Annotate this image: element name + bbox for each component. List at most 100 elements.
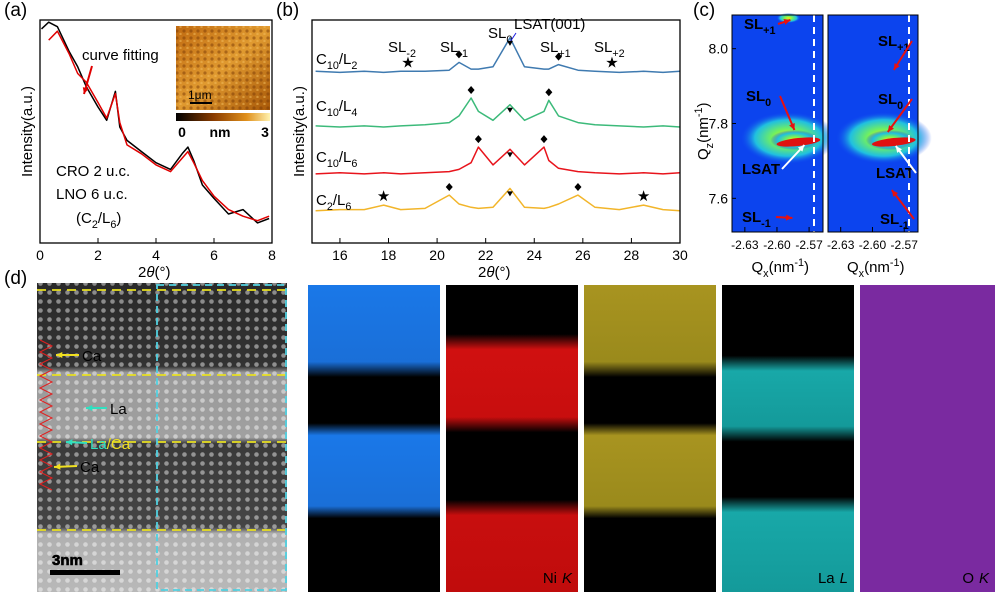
text-part: )	[695, 102, 712, 107]
text-part: +2	[612, 48, 624, 60]
text-part: 10	[327, 107, 339, 119]
colorbar	[176, 113, 270, 121]
peak-marker	[474, 135, 482, 144]
eels-map	[308, 285, 440, 592]
arrow-head	[86, 404, 93, 412]
peak-label: SL-1	[440, 39, 468, 60]
text-part: SL	[742, 209, 761, 226]
arrow-head	[56, 351, 63, 359]
peak-marker: ★	[401, 54, 414, 71]
x-tick-label: -2.57	[891, 238, 919, 252]
peak-marker	[467, 86, 475, 95]
selection-box	[156, 284, 287, 591]
text-part: LSAT	[876, 165, 914, 182]
annotation: SL-1	[880, 211, 909, 232]
data-line	[315, 187, 681, 212]
text-part: 2	[478, 264, 486, 281]
arrow-head	[789, 123, 795, 130]
scale-bar	[50, 570, 120, 575]
annotation: LSAT	[742, 161, 780, 178]
atom-label: La	[110, 401, 127, 418]
text-part: 6	[110, 219, 116, 231]
text-part: +1	[763, 25, 775, 37]
panel-label: (d)	[4, 268, 27, 289]
annotation: SL+1	[744, 16, 775, 37]
eels-map	[446, 285, 578, 592]
peak-marker	[540, 135, 548, 144]
peak-marker	[506, 107, 513, 113]
text-part: -1	[761, 218, 771, 230]
peak-label: SL0	[488, 25, 512, 46]
y-tick-label: 7.6	[709, 190, 729, 206]
text-part: -1	[458, 48, 468, 60]
text-part: SL	[488, 25, 506, 42]
text-part: /L	[98, 210, 111, 227]
map-label: Ca K	[676, 570, 711, 587]
peak-marker	[555, 52, 563, 61]
x-tick-label: 6	[210, 247, 218, 263]
text-part: /L	[339, 149, 352, 166]
text-part: La	[818, 570, 835, 587]
map-label: Ru L	[401, 570, 434, 587]
text-part: -2	[406, 48, 416, 60]
legend-label: curve fitting	[82, 47, 159, 64]
arrow	[886, 98, 913, 133]
text-part: C	[316, 98, 327, 115]
annotation: SL0	[878, 91, 903, 112]
annotation: SL0	[746, 88, 771, 109]
intensity-peak	[776, 137, 821, 147]
arrow-head	[785, 214, 793, 221]
peak-label: SL-2	[388, 39, 416, 60]
annotation: SL-1	[742, 209, 771, 230]
peak-marker	[506, 152, 513, 158]
arrow-head	[783, 19, 791, 25]
x-tick-label: 4	[152, 247, 160, 263]
text-part: SL	[880, 211, 899, 228]
series-label: C10/L6	[316, 149, 357, 170]
x-tick-label: 2	[94, 247, 102, 263]
text-part: 6	[345, 201, 351, 213]
x-tick-label: 16	[332, 247, 348, 263]
panel-label: (b)	[276, 0, 299, 21]
text-part: )	[804, 259, 809, 276]
x-tick-label: 26	[575, 247, 591, 263]
text-part: (nm	[769, 259, 795, 276]
text-part: 2	[92, 219, 98, 231]
arrow-head	[891, 190, 899, 197]
text-part: 0	[765, 97, 771, 109]
data-line	[315, 146, 681, 175]
arrow-head	[895, 146, 903, 153]
text-part: -1	[890, 257, 900, 269]
text-part: 10	[327, 158, 339, 170]
y-axis-label: Intensity(a.u.)	[291, 86, 308, 177]
peak-label: SL+2	[594, 39, 625, 60]
data-line	[48, 30, 270, 222]
text-part: K	[979, 570, 990, 587]
atom-label: Ca	[80, 459, 100, 476]
peak-marker	[506, 40, 513, 46]
atom-label: Ca	[82, 348, 102, 365]
peak-marker: ★	[637, 188, 650, 205]
data-line	[315, 37, 681, 74]
text-part: SL	[746, 88, 765, 105]
x-tick-label: 20	[429, 247, 445, 263]
map-label: Ni K	[543, 570, 573, 587]
text-part: θ	[146, 264, 154, 281]
text-part: Ni	[543, 570, 557, 587]
x-tick-label: -2.63	[731, 238, 759, 252]
text-part: SL	[878, 91, 897, 108]
intensity-peak	[871, 137, 916, 147]
text-part: x	[763, 268, 769, 280]
peak-marker	[445, 183, 453, 192]
text-part: Q	[695, 148, 712, 160]
text-part: (C	[76, 210, 92, 227]
x-tick-label: -2.57	[795, 238, 823, 252]
series-label: C10/L4	[316, 98, 357, 119]
afm-texture	[176, 26, 270, 110]
text-part: Ca	[676, 570, 696, 587]
text-part: (°)	[494, 264, 510, 281]
text-part: Q	[752, 259, 764, 276]
substrate-label: LSAT(001)	[514, 16, 585, 33]
